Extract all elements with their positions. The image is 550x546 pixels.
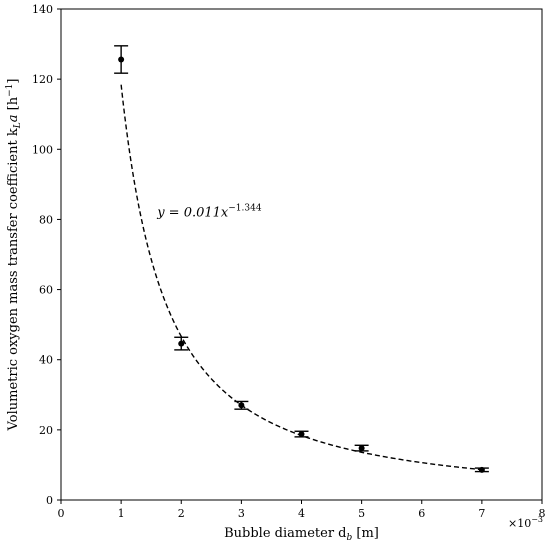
x-tick-label: 8 — [539, 507, 546, 520]
y-tick-label: 120 — [32, 73, 53, 86]
data-point — [294, 430, 309, 438]
x-tick-label: 6 — [418, 507, 425, 520]
data-point — [114, 45, 129, 74]
point-marker — [178, 340, 185, 347]
y-tick-label: 80 — [39, 213, 53, 226]
x-axis-label: Bubble diameter db [m] — [224, 526, 379, 543]
plot-frame — [60, 8, 543, 501]
data-point — [474, 466, 489, 473]
x-axis-scale-label: ×10−3 — [508, 515, 543, 530]
point-marker — [238, 402, 245, 409]
x-tick-label: 3 — [238, 507, 245, 520]
x-axis-ticks: 0 1 2 3 4 5 6 7 8 — [58, 500, 546, 520]
fit-equation-annotation: y = 0.011x−1.344 — [156, 203, 262, 220]
data-point — [174, 336, 189, 351]
x-tick-label: 2 — [178, 507, 185, 520]
y-axis-ticks: 0 20 40 60 80 100 120 140 — [32, 3, 61, 507]
y-tick-label: 40 — [39, 354, 53, 367]
fit-curve — [120, 84, 482, 471]
point-marker — [298, 431, 305, 438]
point-marker — [478, 466, 485, 473]
y-tick-label: 20 — [39, 424, 53, 437]
point-marker — [118, 56, 125, 63]
y-tick-label: 140 — [32, 3, 53, 16]
x-tick-label: 0 — [58, 507, 65, 520]
x-tick-label: 7 — [478, 507, 485, 520]
y-tick-label: 60 — [39, 284, 53, 297]
x-tick-label: 4 — [298, 507, 305, 520]
data-point — [354, 444, 369, 452]
x-tick-label: 1 — [118, 507, 125, 520]
y-tick-label: 0 — [46, 494, 53, 507]
data-point — [234, 400, 249, 410]
y-axis-label: Volumetric oxygen mass transfer coeffici… — [5, 79, 23, 432]
y-tick-label: 100 — [32, 143, 53, 156]
data-points — [114, 45, 489, 473]
x-tick-label: 5 — [358, 507, 365, 520]
point-marker — [358, 445, 365, 452]
